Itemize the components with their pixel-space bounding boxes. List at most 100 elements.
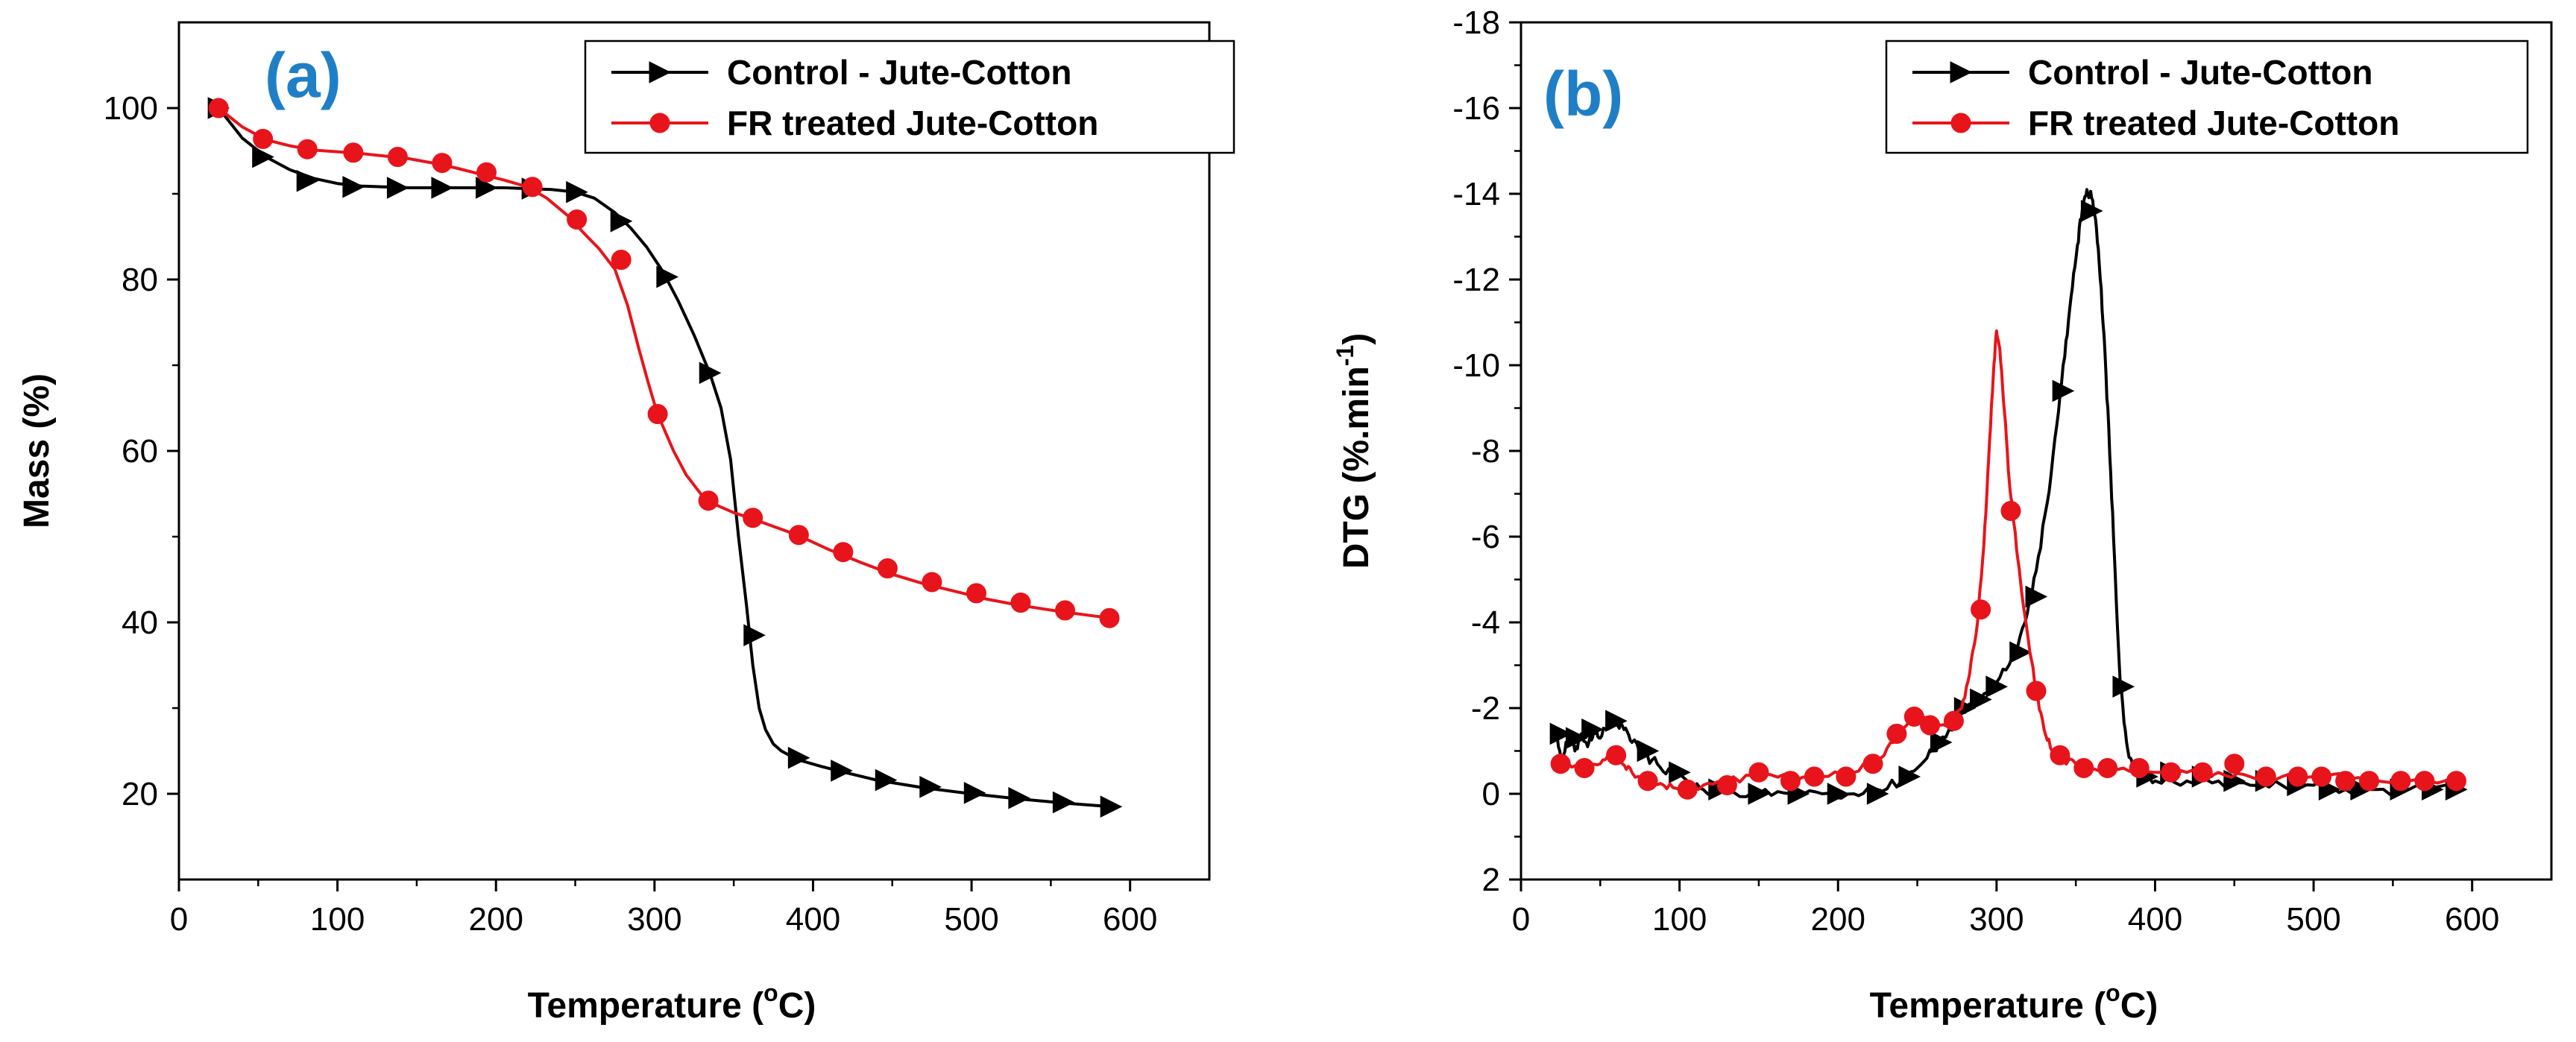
legend-label: Control - Jute-Cotton <box>727 53 1071 92</box>
data-point <box>522 177 543 198</box>
data-point <box>699 361 722 385</box>
y-tick-label: -4 <box>1471 604 1500 641</box>
data-point <box>1903 707 1924 727</box>
series-fr-treated <box>1550 329 2466 800</box>
x-tick-label: 400 <box>786 901 840 938</box>
data-point <box>1677 779 1698 800</box>
chart-panel-a: 0 100 200 300 400 500 600 20 40 60 80 100 Temperatur… <box>17 21 1235 1026</box>
panel-label: (a) <box>265 40 341 110</box>
x-tick-label: 500 <box>944 901 998 938</box>
data-point <box>1886 724 1907 744</box>
data-point <box>2050 745 2070 765</box>
data-layer <box>207 97 1123 818</box>
y-tick-label: -10 <box>1452 347 1500 384</box>
legend-label: FR treated Jute-Cotton <box>2028 104 2399 142</box>
data-point <box>1970 688 1992 711</box>
data-point <box>296 169 319 192</box>
data-point <box>208 98 229 119</box>
data-point <box>788 525 809 546</box>
y-tick-label: -14 <box>1452 176 1500 212</box>
data-point <box>1748 783 1771 805</box>
legend-swatch-marker <box>649 113 670 133</box>
data-point <box>567 209 588 230</box>
data-point <box>877 558 898 579</box>
data-point <box>2097 758 2118 778</box>
data-point <box>2446 771 2466 792</box>
data-point <box>2000 501 2021 521</box>
data-point <box>2192 762 2213 783</box>
x-tick-label: 400 <box>2128 901 2182 938</box>
data-point <box>431 177 454 199</box>
data-point <box>1100 795 1123 818</box>
data-point <box>1930 731 1953 754</box>
x-axis-title: Temperature (oC) <box>528 979 816 1026</box>
data-point <box>1862 754 1883 774</box>
data-point <box>342 175 365 198</box>
legend-swatch-marker <box>1950 61 1973 83</box>
x-tick-label: 100 <box>1652 901 1707 938</box>
data-point <box>387 147 408 168</box>
data-point <box>2026 681 2047 701</box>
data-point <box>919 775 942 798</box>
y-tick-label: 40 <box>122 604 158 641</box>
data-point <box>833 542 854 563</box>
x-tick-label: 200 <box>469 901 523 938</box>
data-point <box>2129 758 2150 778</box>
data-point <box>1574 758 1595 778</box>
data-point <box>1099 607 1120 628</box>
x-tick-label: 0 <box>170 901 188 938</box>
data-point <box>2073 758 2094 778</box>
data-point <box>2414 771 2435 792</box>
y-tick-label: -18 <box>1452 4 1500 41</box>
y-axis-title: Mass (%) <box>17 373 57 528</box>
y-tick-label: 100 <box>104 90 158 127</box>
data-point <box>2358 771 2379 792</box>
data-point <box>2287 766 2308 787</box>
data-point <box>611 250 632 271</box>
data-point <box>698 490 719 511</box>
data-point <box>2112 675 2135 698</box>
data-point <box>1985 675 2008 698</box>
legend-label: FR treated Jute-Cotton <box>727 104 1098 142</box>
y-tick-label: -6 <box>1471 519 1500 555</box>
series-line <box>217 107 1112 809</box>
legend-swatch-marker <box>649 61 672 83</box>
data-point <box>1637 739 1660 762</box>
data-point <box>2009 641 2032 664</box>
data-point <box>647 404 668 425</box>
data-point <box>1898 765 1921 788</box>
data-point <box>2311 766 2332 787</box>
legend-swatch-marker <box>1950 113 1971 133</box>
legend-box <box>1885 40 2529 154</box>
data-point <box>2080 200 2103 222</box>
legend: Control - Jute-Cotton FR treated Jute-Cot… <box>1885 40 2529 154</box>
y-tick-label: -16 <box>1452 90 1500 127</box>
x-tick-label: 0 <box>1512 901 1530 938</box>
x-tick-label: 600 <box>2445 901 2499 938</box>
data-point <box>1716 775 1737 795</box>
data-point <box>2161 762 2182 783</box>
x-tick-label: 300 <box>627 901 681 938</box>
y-tick-label: -12 <box>1452 262 1500 298</box>
data-point <box>787 746 810 769</box>
data-point <box>1550 754 1571 774</box>
data-point <box>1804 766 1824 787</box>
data-point <box>1971 599 1991 620</box>
data-point <box>656 265 678 288</box>
y-tick-label: -8 <box>1471 433 1500 470</box>
data-point <box>476 162 497 183</box>
data-layer <box>1549 188 2468 805</box>
series-line <box>1555 188 2457 800</box>
data-point <box>253 128 274 149</box>
data-point <box>1748 762 1769 783</box>
data-point <box>1055 600 1076 621</box>
series-control <box>207 97 1123 818</box>
data-point <box>1669 761 1691 784</box>
y-tick-label: -2 <box>1471 690 1500 727</box>
data-point <box>922 572 942 593</box>
data-point <box>1780 771 1801 792</box>
x-tick-label: 500 <box>2286 901 2340 938</box>
y-tick-label: 80 <box>122 262 158 298</box>
data-point <box>1581 718 1604 741</box>
data-point <box>475 177 498 199</box>
